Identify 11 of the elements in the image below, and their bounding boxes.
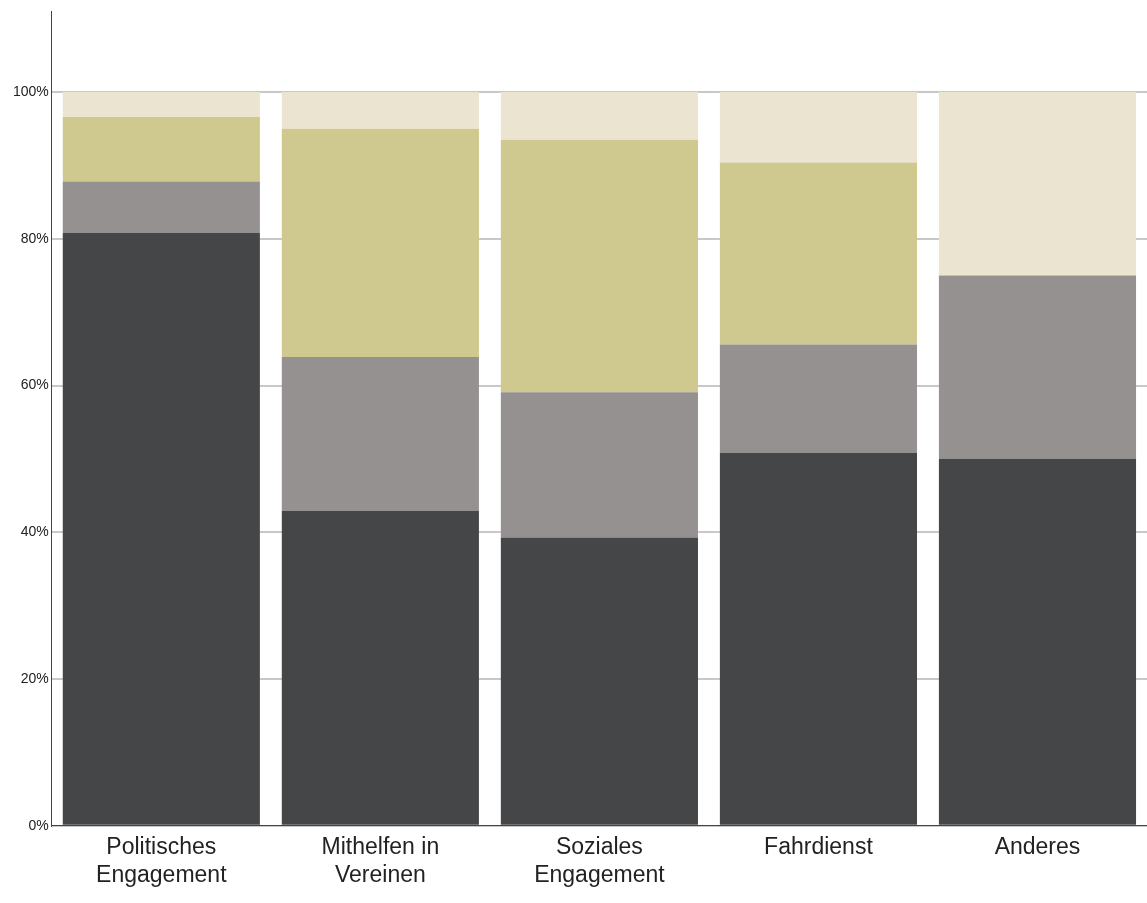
x-tick-label: Fahrdienst [764, 832, 874, 859]
y-tick-label: 40% [20, 523, 49, 540]
x-tick-label: Anderes [994, 832, 1081, 859]
y-tick-label: 20% [20, 669, 49, 686]
y-tick-label: 0% [28, 816, 49, 833]
x-tick-label: Soziales Engagement [534, 832, 666, 887]
y-tick-label: 60% [20, 376, 49, 393]
x-tick-label: Politisches Engagement [96, 832, 228, 887]
y-tick-label: 100% [12, 82, 49, 99]
x-tick-label: Mithelfen in Vereinen [321, 832, 440, 887]
y-tick-label: 80% [20, 229, 49, 246]
